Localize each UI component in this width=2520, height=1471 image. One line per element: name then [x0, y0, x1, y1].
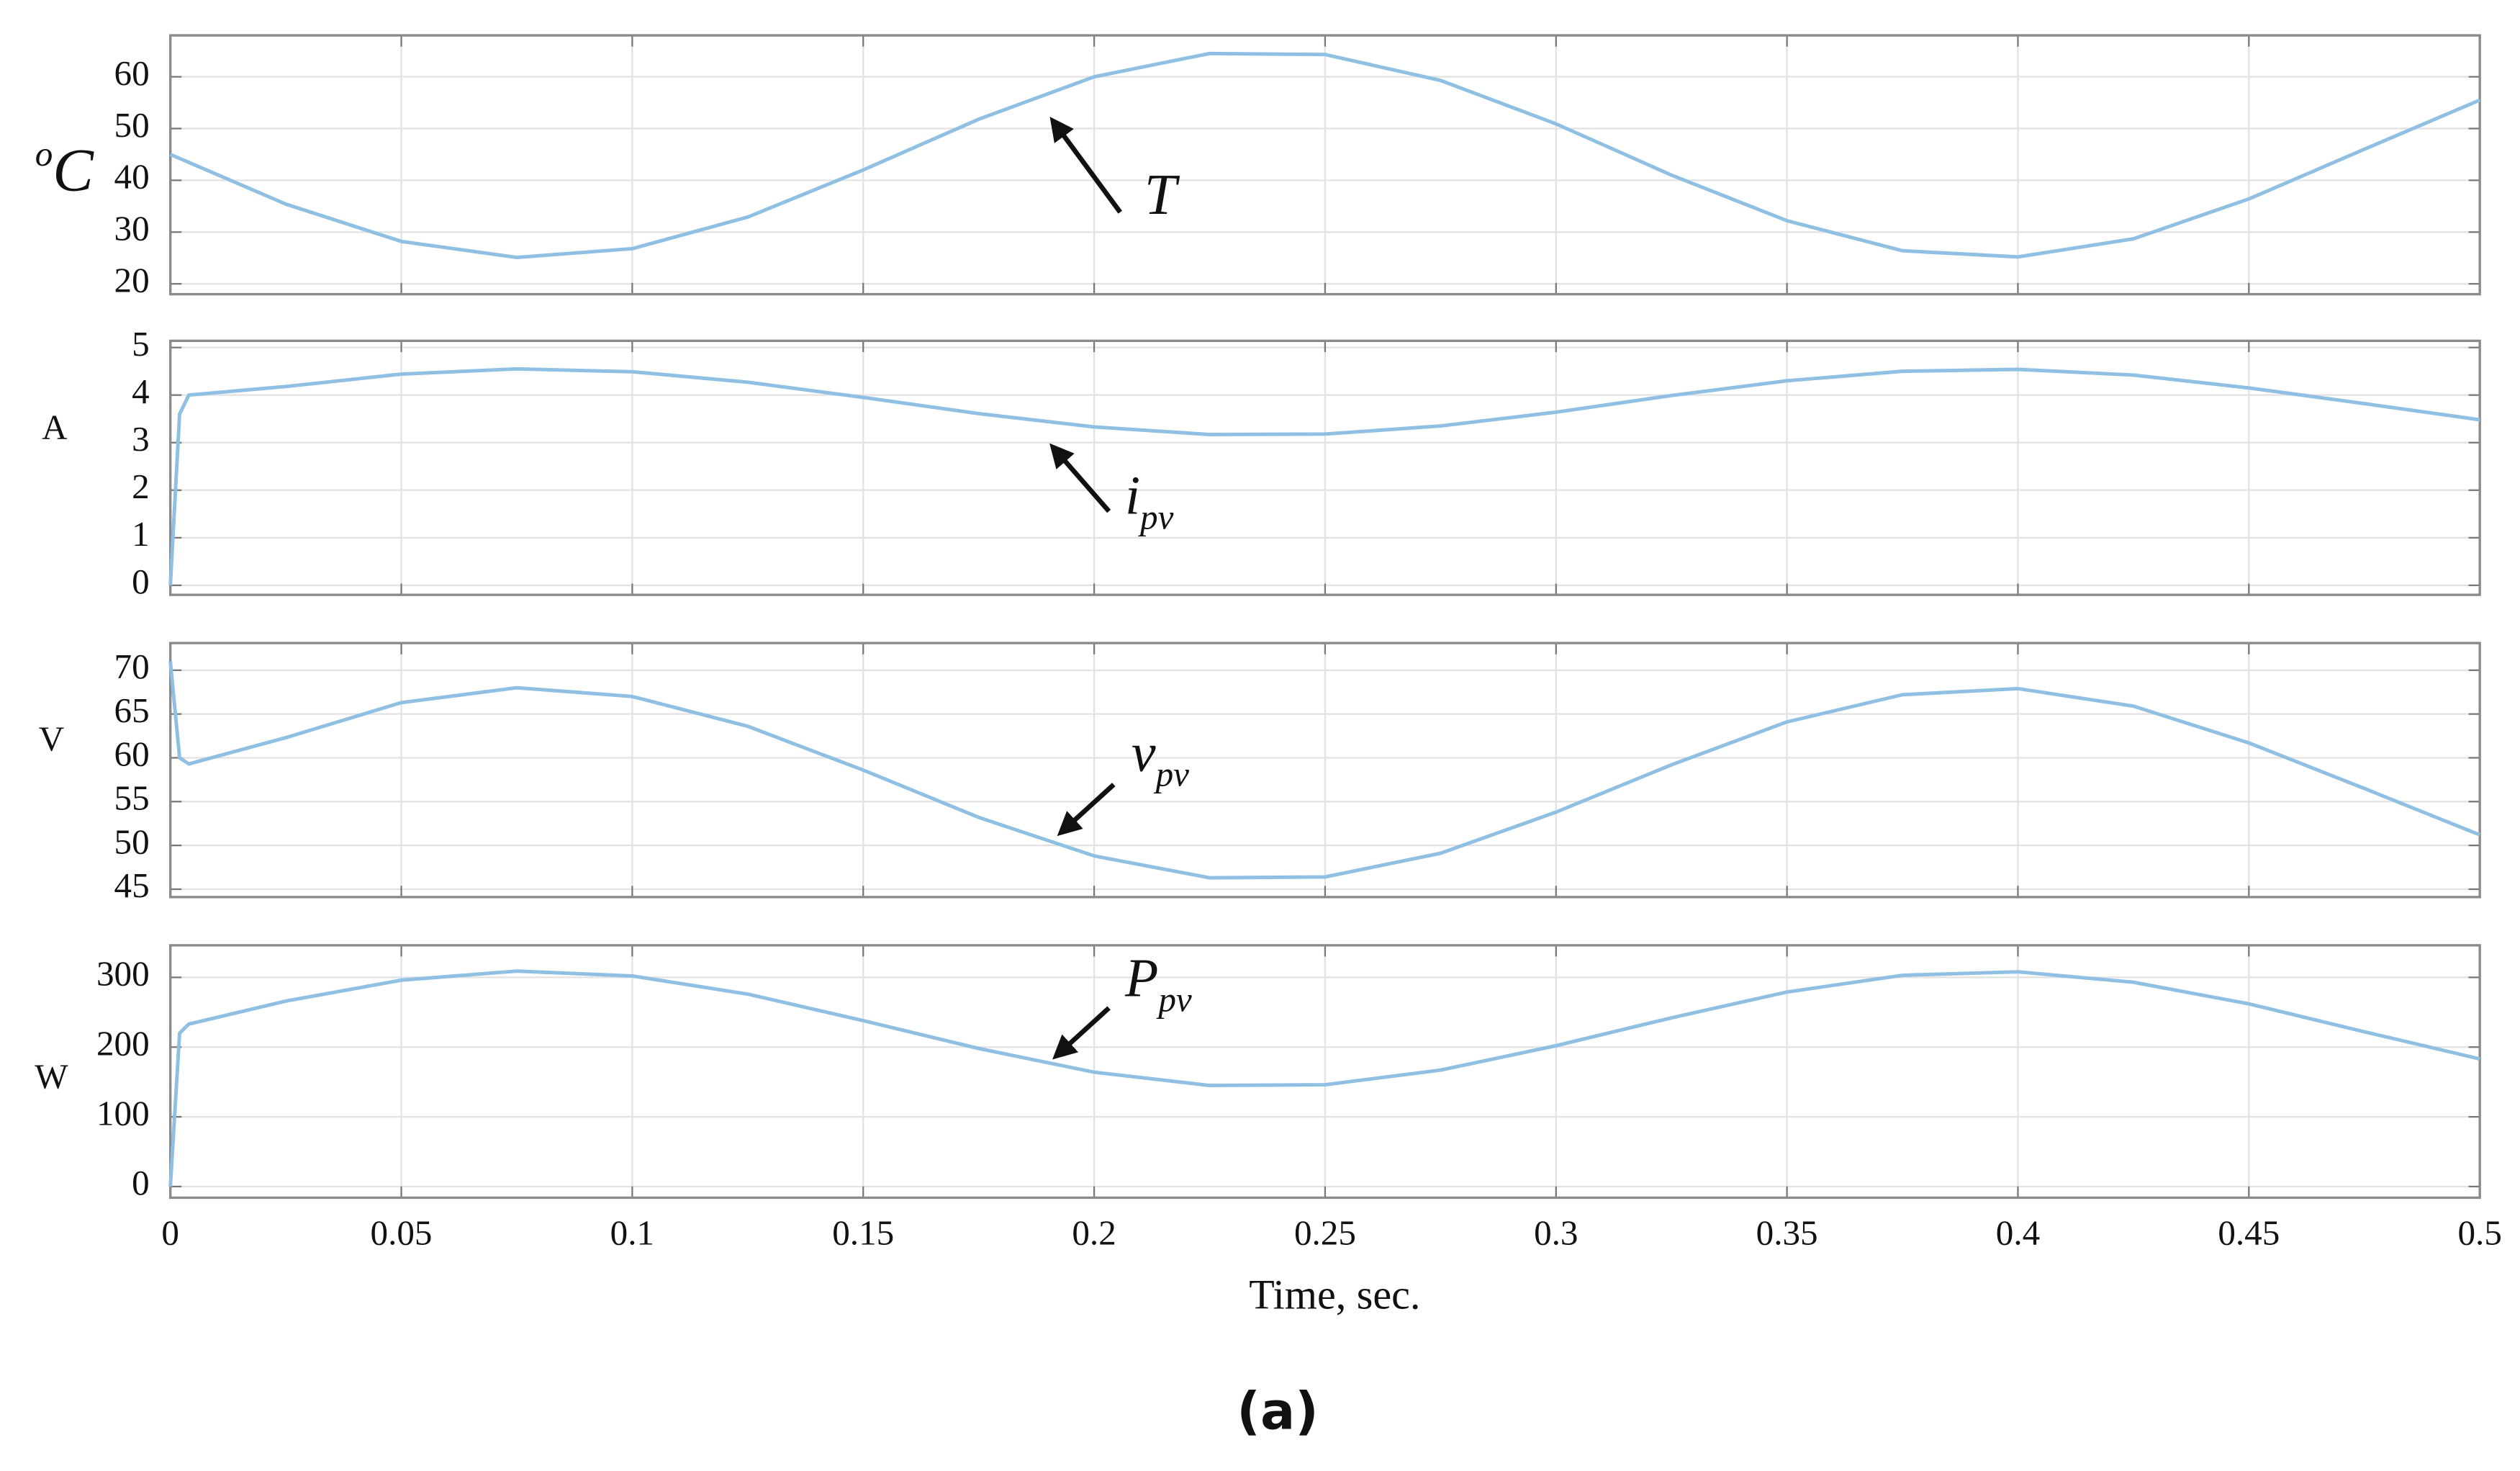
x-tick-label: 0.15: [832, 1213, 894, 1252]
annotation-arrow: [1052, 1006, 1111, 1060]
plot-frame: [169, 339, 2481, 596]
annotation-sub: pv: [1156, 980, 1192, 1020]
y-tick-label: 50: [114, 105, 150, 145]
y-axis-label-text: C: [53, 137, 94, 204]
annotation: Ppv: [1124, 948, 1192, 1020]
y-tick-label: 4: [132, 372, 150, 411]
plot-frame: [169, 642, 2481, 899]
x-tick-label: 0.2: [1072, 1213, 1116, 1252]
y-tick-label: 20: [114, 260, 150, 300]
annotation: vpv: [1132, 723, 1189, 794]
series-line: [168, 366, 2480, 586]
y-tick-label: 50: [114, 822, 150, 861]
y-tick-label: 60: [114, 734, 150, 774]
y-axis-label: oC: [35, 134, 95, 204]
annotation-text: T: [1144, 163, 1180, 228]
y-axis-label-sup: o: [35, 134, 53, 174]
caption: (a): [1237, 1381, 1319, 1441]
x-tick-label: 0.25: [1294, 1213, 1356, 1252]
y-axis-label: V: [39, 719, 64, 759]
y-tick-label: 300: [96, 954, 150, 994]
plot-frame: [169, 34, 2481, 296]
annotation-sub: pv: [1138, 498, 1174, 537]
x-axis-label: Time, sec.: [1249, 1271, 1420, 1318]
y-tick-label: 30: [114, 209, 150, 248]
series-line: [168, 969, 2480, 1187]
x-tick-label: 0: [161, 1213, 179, 1252]
annotation-text: v: [1132, 723, 1156, 783]
y-tick-label: 3: [132, 419, 150, 459]
x-tick-label: 0.3: [1534, 1213, 1578, 1252]
annotation-arrow: [1049, 117, 1122, 214]
y-tick-label: 1: [132, 514, 150, 554]
x-tick-label: 0.35: [1756, 1213, 1818, 1252]
x-tick-label: 0.5: [2457, 1213, 2501, 1252]
y-tick-label: 0: [132, 1163, 150, 1202]
annotation-text: i: [1125, 466, 1140, 526]
series-line: [168, 661, 2481, 880]
annotation: ipv: [1125, 466, 1174, 537]
x-tick-label: 0.05: [371, 1213, 433, 1252]
annotation-text: P: [1124, 948, 1158, 1009]
annotation-arrow: [1057, 783, 1116, 837]
y-tick-label: 100: [96, 1093, 150, 1133]
y-axis-label-text: W: [35, 1057, 68, 1097]
y-tick-label: 200: [96, 1024, 150, 1063]
y-axis-label-text: A: [42, 408, 68, 447]
y-tick-label: 45: [114, 865, 150, 905]
y-tick-label: 5: [132, 324, 150, 364]
x-tick-label: 0.1: [610, 1213, 654, 1252]
y-tick-label: 65: [114, 690, 150, 730]
y-tick-label: 70: [114, 647, 150, 686]
x-tick-label: 0.4: [1996, 1213, 2040, 1252]
annotation-arrow: [1049, 443, 1111, 513]
y-axis-label: A: [42, 408, 68, 447]
y-tick-label: 60: [114, 53, 150, 93]
y-tick-label: 55: [114, 778, 150, 818]
annotation: T: [1144, 163, 1180, 228]
series-line: [169, 51, 2481, 260]
y-tick-label: 0: [132, 562, 150, 601]
annotation-sub: pv: [1154, 755, 1190, 794]
y-axis-label-text: V: [39, 719, 64, 759]
plot-frame: [169, 944, 2481, 1200]
y-axis-label: W: [35, 1057, 68, 1097]
y-tick-label: 40: [114, 157, 150, 197]
x-tick-label: 0.45: [2218, 1213, 2280, 1252]
y-tick-label: 2: [132, 467, 150, 506]
